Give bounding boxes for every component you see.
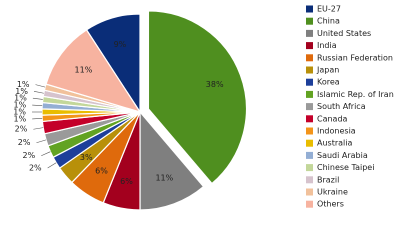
legend-label: Korea (317, 78, 340, 87)
data-label: 1% (15, 87, 28, 96)
legend-label: Saudi Arabia (317, 151, 368, 160)
leader-line (32, 97, 43, 100)
legend-label: United States (317, 29, 371, 38)
legend-label: Canada (317, 114, 348, 123)
page: {"chart_data": {"type": "pie", "categori… (13, 4, 394, 211)
pie-slice (45, 29, 142, 114)
data-label: 9% (114, 40, 127, 49)
legend-label: India (317, 41, 337, 50)
legend-label: Chinese Taipei (317, 163, 374, 172)
legend-label: Ukraine (317, 188, 348, 197)
legend-swatch (306, 103, 313, 111)
legend-label: EU-27 (317, 5, 341, 14)
leader-line (33, 127, 44, 130)
data-label: 11% (75, 65, 93, 74)
legend-swatch (306, 54, 313, 62)
data-label: 2% (15, 125, 28, 134)
legend-label: South Africa (317, 102, 366, 111)
data-label: 11% (155, 174, 173, 183)
data-label: 2% (23, 151, 36, 160)
legend-swatch (306, 151, 313, 159)
leader-line (47, 162, 57, 169)
leader-line (33, 91, 44, 94)
legend-swatch (306, 66, 313, 74)
leader-line (32, 104, 43, 107)
leader-line (36, 139, 47, 144)
legend-swatch (306, 127, 313, 135)
data-label: 2% (29, 163, 42, 172)
legend-swatch (306, 176, 313, 184)
legend-swatch (306, 200, 313, 208)
legend-swatch (306, 42, 313, 50)
chart: 9%38%11%6%6%3%2%2%2%2%1%1%1%1%1%1%11%EU-… (13, 5, 394, 211)
pie-slice (139, 110, 205, 211)
legend-swatch (306, 78, 313, 86)
pie-slice (147, 10, 248, 185)
legend-swatch (306, 115, 313, 123)
data-label: 38% (206, 80, 224, 89)
legend-swatch (306, 164, 313, 172)
leader-line (35, 84, 46, 88)
leader-line (32, 117, 43, 120)
data-label: 2% (18, 138, 31, 147)
legend-label: Indonesia (317, 127, 356, 136)
data-label: 6% (120, 177, 133, 186)
legend-swatch (306, 90, 313, 98)
legend-label: Russian Federation (317, 53, 393, 62)
data-label: 1% (13, 108, 26, 117)
legend-label: China (317, 17, 340, 26)
legend-swatch (306, 188, 313, 196)
legend-swatch (306, 5, 313, 13)
legend-label: Others (317, 200, 344, 209)
legend-label: Islamic Rep. of Iran (317, 90, 394, 99)
legend-swatch (306, 139, 313, 147)
data-label: 1% (14, 101, 27, 110)
data-label: 6% (95, 167, 108, 176)
leader-line (41, 151, 51, 156)
legend-swatch (306, 29, 313, 37)
data-label: 3% (80, 153, 93, 162)
legend-label: Brazil (317, 175, 339, 184)
data-label: 1% (17, 80, 30, 89)
data-label: 1% (14, 94, 27, 103)
legend-label: Australia (317, 139, 352, 148)
legend-swatch (306, 17, 313, 25)
legend-label: Japan (316, 66, 339, 75)
data-label: 1% (14, 114, 27, 123)
